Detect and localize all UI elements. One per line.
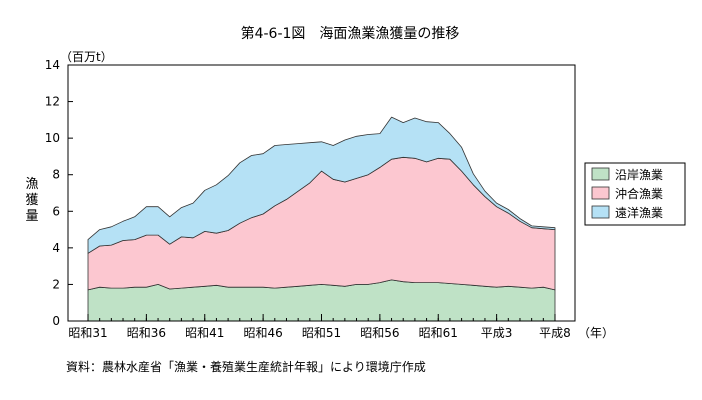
y-axis-label-char: 量 bbox=[25, 209, 38, 224]
y-tick-label: 10 bbox=[45, 131, 60, 145]
legend-label-1: 沖合漁業 bbox=[615, 186, 663, 201]
legend-swatch-2 bbox=[591, 205, 610, 219]
chart-title: 第4-6-1図 海面漁業漁獲量の推移 bbox=[241, 25, 460, 42]
series-area-2 bbox=[87, 116, 556, 254]
x-tick-label: 昭和36 bbox=[127, 326, 166, 340]
axes: 0 2 4 6 8 10 12 14 昭和31 昭和36 昭和41 昭和46 昭和51 昭和56 昭和61 平… bbox=[45, 58, 614, 340]
x-tick-label: 昭和51 bbox=[302, 326, 341, 340]
x-tick-label: 昭和31 bbox=[68, 326, 107, 340]
y-unit-label: （百万t） bbox=[60, 50, 113, 64]
legend-swatch-1 bbox=[591, 186, 610, 200]
y-tick-label: 12 bbox=[45, 95, 60, 109]
stacked-areas bbox=[87, 116, 556, 322]
y-tick-label: 2 bbox=[52, 277, 60, 291]
y-axis-label-char: 漁 bbox=[25, 177, 38, 192]
y-axis-label-char: 獲 bbox=[25, 193, 38, 208]
source-note: 資料：農林水産省「漁業・養殖業生産統計年報」により環境庁作成 bbox=[66, 359, 426, 374]
x-tick-label: 昭和56 bbox=[360, 326, 399, 340]
y-tick-label: 6 bbox=[52, 204, 60, 218]
x-tick-label: 昭和61 bbox=[419, 326, 458, 340]
legend-label-0: 沿岸漁業 bbox=[615, 168, 663, 182]
x-unit-label: （年） bbox=[578, 326, 614, 340]
x-tick-label: 昭和41 bbox=[185, 326, 224, 340]
y-tick-label: 14 bbox=[45, 58, 60, 72]
x-tick-label: 平成8 bbox=[539, 326, 571, 340]
legend-swatch-0 bbox=[591, 167, 610, 181]
y-axis-label: 漁獲量 bbox=[25, 177, 38, 224]
legend-label-2: 遠洋漁業 bbox=[615, 205, 663, 220]
x-tick-label: 平成3 bbox=[481, 326, 513, 340]
y-tick-label: 8 bbox=[52, 168, 60, 182]
x-tick-label: 昭和46 bbox=[243, 326, 282, 340]
y-tick-label: 0 bbox=[52, 314, 60, 328]
y-tick-label: 4 bbox=[52, 241, 60, 255]
